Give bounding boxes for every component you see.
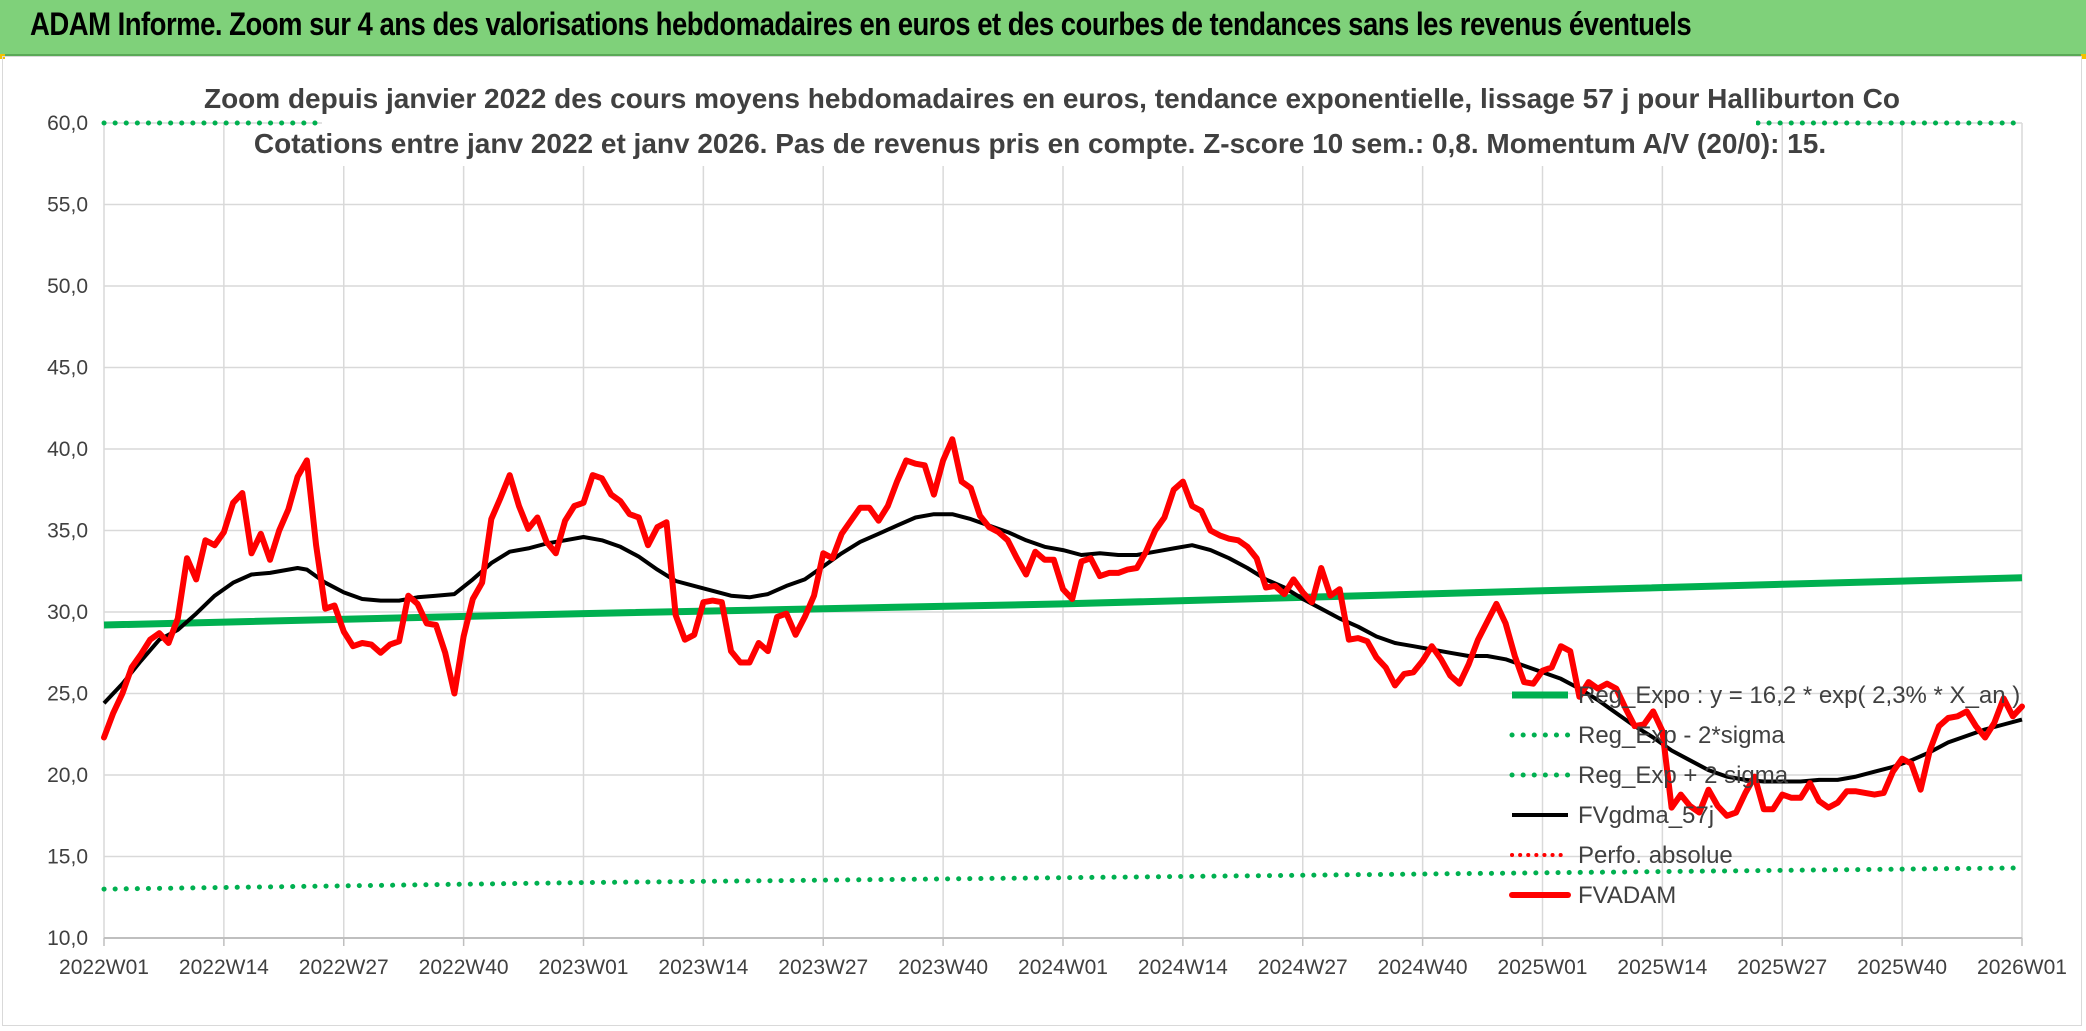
legend-label-reg-exp-plus-2sigma: Reg_Exp + 2 sigma	[1578, 762, 1789, 789]
x-tick-label: 2024W01	[1018, 956, 1108, 979]
chart-title-background	[322, 80, 1756, 166]
x-tick-label: 2023W01	[539, 956, 629, 979]
x-tick-label: 2022W40	[419, 956, 509, 979]
x-tick-label: 2022W27	[299, 956, 389, 979]
report-banner: ADAM Informe. Zoom sur 4 ans des valoris…	[0, 0, 2086, 56]
legend-label-perfo-absolue: Perfo. absolue	[1578, 842, 1733, 869]
y-tick-label: 50,0	[47, 275, 88, 298]
y-tick-label: 20,0	[47, 764, 88, 787]
x-tick-label: 2022W01	[59, 956, 149, 979]
x-tick-label: 2025W01	[1498, 956, 1588, 979]
chart-title: Zoom depuis janvier 2022 des cours moyen…	[204, 83, 1900, 159]
y-tick-label: 15,0	[47, 846, 88, 869]
legend-label-reg-exp-minus-2sigma: Reg_Exp - 2*sigma	[1578, 722, 1785, 749]
chart-frame	[2, 56, 2082, 1026]
legend-label-reg-expo: Reg_Expo : y = 16,2 * exp( 2,3% * X_an )	[1578, 682, 2020, 709]
x-tick-label: 2024W14	[1138, 956, 1228, 979]
x-tick-label: 2023W40	[898, 956, 988, 979]
y-tick-label: 30,0	[47, 601, 88, 624]
fvadam-line	[101, 436, 2025, 819]
x-tick-label: 2025W27	[1737, 956, 1827, 979]
y-tick-label: 10,0	[47, 927, 88, 950]
chart-title-line-1: Zoom depuis janvier 2022 des cours moyen…	[204, 83, 1900, 114]
x-tick-label: 2023W27	[778, 956, 868, 979]
y-tick-label: 25,0	[47, 683, 88, 706]
x-tick-label: 2025W14	[1617, 956, 1707, 979]
x-tick-label: 2026W01	[1977, 956, 2067, 979]
x-tick-label: 2022W14	[179, 956, 269, 979]
x-tick-label: 2025W40	[1857, 956, 1947, 979]
y-tick-label: 60,0	[47, 112, 88, 135]
x-tick-label: 2024W27	[1258, 956, 1348, 979]
legend-label-fvadam: FVADAM	[1578, 882, 1676, 909]
corner-marker-right	[2081, 54, 2086, 59]
grid-lines	[103, 122, 2023, 946]
y-tick-label: 55,0	[47, 194, 88, 217]
y-tick-label: 40,0	[47, 438, 88, 461]
x-tick-label: 2024W40	[1378, 956, 1468, 979]
x-tick-label: 2023W14	[658, 956, 748, 979]
y-tick-label: 35,0	[47, 520, 88, 543]
report-title: ADAM Informe. Zoom sur 4 ans des valoris…	[30, 6, 1692, 42]
y-tick-label: 45,0	[47, 357, 88, 380]
chart-title-line-2: Cotations entre janv 2022 et janv 2026. …	[254, 128, 1826, 159]
y-axis-ticks: 60,0 55,0 50,0 45,0 40,0 35,0 30,0 25,0 20,0 15,0…	[47, 112, 88, 950]
reg-exp-minus-2sigma-line	[101, 865, 2025, 892]
legend-label-fvgdma-57j: FVgdma_57j	[1578, 802, 1714, 829]
chart-legend: Reg_Expo : y = 16,2 * exp( 2,3% * X_an )…	[1509, 682, 2020, 909]
x-axis-ticks: 2022W01 2022W14 2022W27 2022W40 2023W01 2023W…	[59, 956, 2067, 979]
